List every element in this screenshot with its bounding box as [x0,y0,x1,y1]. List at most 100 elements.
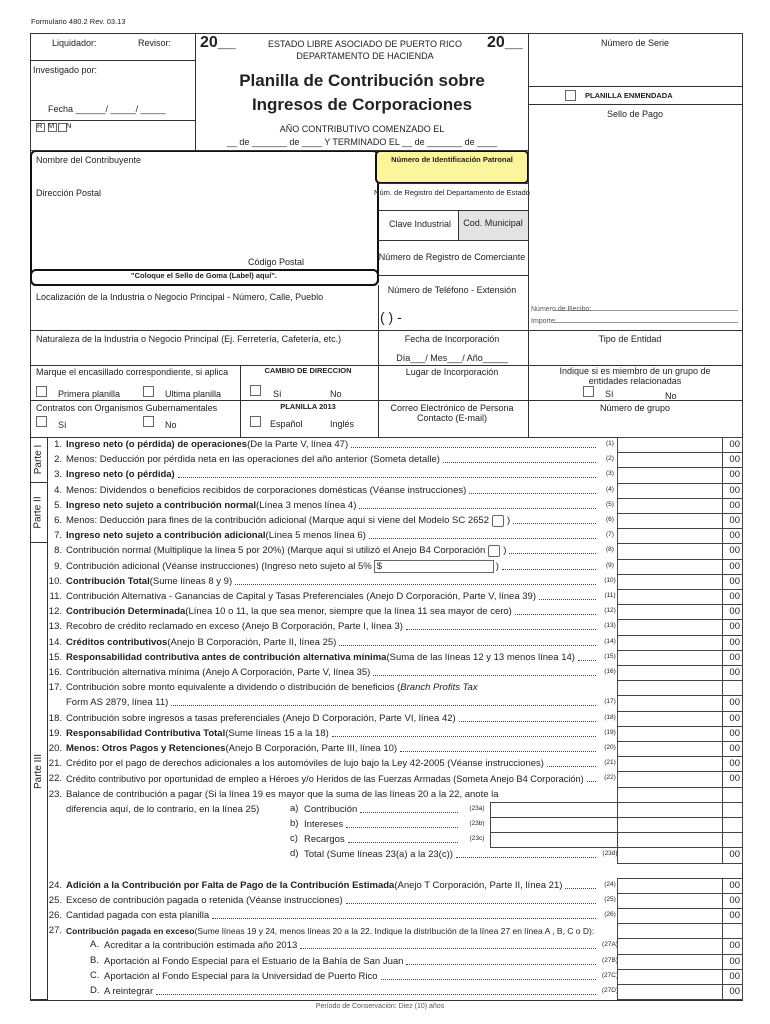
cents-cell: 00 [722,543,743,560]
amount-cell [617,892,723,909]
taxpayer-box [30,150,379,286]
dot-leader [360,811,458,813]
checkbox[interactable] [36,416,47,427]
amount-cell [617,467,723,484]
label-note-text: "Coloque el Sello de Goma (Label) aquí". [131,271,277,280]
part-label: Parte I [33,444,44,475]
line-label: Contribución adicional (Véanse instrucci… [66,559,598,574]
text: (Sume líneas 19 y 24, menos líneas 20 a … [194,925,595,936]
rule-line [30,400,742,401]
dot-leader [373,674,596,677]
checkbox[interactable] [583,386,594,397]
amount-cell [617,877,723,894]
cents-cell: 00 [722,649,743,666]
phone-format-text: ( ) - [380,309,402,325]
sub-label: Aportación al Fondo Especial para la Uni… [104,969,598,984]
dot-leader [469,492,596,494]
line-label: Contribución alternativa mínima (Anejo A… [66,665,598,680]
checkbox[interactable] [143,416,154,427]
cents-cell [722,832,743,849]
cents-cell: 00 [722,437,743,454]
industry-code-text: Clave Industrial [388,219,452,229]
cents-cell: 00 [722,604,743,621]
amount-cell [617,528,723,545]
dot-leader [586,780,596,783]
rule-line [458,210,459,240]
text: Contribución sobre monto equivalente a d… [66,682,401,694]
amount-cell [617,649,723,666]
line-number: 19. [48,727,62,739]
text: diferencia aquí, de lo contrario, en la … [66,803,260,815]
amount-cell [617,847,723,864]
text: (Anejo B Corporación, Parte III, línea 1… [225,743,398,755]
line-ref: (5) [606,500,614,508]
checkbox[interactable] [488,544,501,557]
text: Contribución alternativa mínima (Anejo A… [66,667,371,679]
address-text: Dirección Postal [36,188,102,198]
line-number: 24. [48,879,62,891]
checkbox[interactable] [36,386,47,397]
line-number: 2. [54,454,62,466]
amount-cell [617,817,723,834]
label-strip [30,269,379,286]
line-number: 25. [48,894,62,906]
bold-text: Ingreso neto (o pérdida) de operaciones [66,439,248,451]
checkbox[interactable] [565,90,576,101]
line-label: Menos: Deducción por pérdida neta en las… [66,452,598,467]
bold-text: Contribución pagada en exceso [66,925,195,936]
dot-leader [300,947,596,950]
checkbox [48,123,57,132]
agency-line1-text: ESTADO LIBRE ASOCIADO DE PUERTO RICO [267,39,463,49]
line-ref: (19) [604,728,616,736]
text: Aportación al Fondo Especial para el Est… [104,955,404,967]
line-label: Contribución sobre monto equivalente a d… [66,680,598,695]
amount-cell [617,984,723,1001]
payment-seal-text: Sello de Pago [606,109,664,119]
no3-text: No [165,420,177,430]
cents-cell: 00 [722,482,743,499]
text: Aportación al Fondo Especial para la Uni… [104,970,378,982]
mark-applicable-text: Marque el encasillado correspondiente, s… [36,367,229,377]
incorporation-date-text: Fecha de Incorporación [404,334,500,344]
date-format-text: Día___/ Mes___/ Año_____ [396,353,508,363]
text: Menos: Dividendos o beneficios recibidos… [66,484,467,496]
line-ref: (22) [604,774,616,782]
cents-cell: 00 [722,710,743,727]
dot-leader [346,826,458,829]
text: ) [507,515,511,527]
line-label: Crédito por el pago de derechos adiciona… [66,756,598,771]
checkbox[interactable] [250,385,261,396]
cents-cell [722,923,743,940]
bold-text: Ingreso neto sujeto a contribución norma… [66,499,257,511]
checkbox[interactable] [143,386,154,397]
title-line1-text: Planilla de Contribución sobre [239,71,485,90]
text: A reintegrar [104,986,154,998]
line-label: Contribución Determinada (Línea 10 o 11,… [66,604,598,619]
rule-line [378,275,528,276]
line-number: 4. [54,484,62,496]
incorporation-place-text: Lugar de Incorporación [405,367,499,377]
location-text: Localización de la Industria o Negocio P… [36,292,324,302]
retention-note: Período de Conservación: Diez (10) años [315,1003,445,1010]
line-continuation: Form AS 2879, línea 11) [66,695,598,710]
checkbox[interactable] [250,416,261,427]
amount-cell [617,832,723,849]
text: Cantidad pagada con esta planilla [66,910,210,922]
no1-text: No [330,389,342,399]
cents-cell: 00 [722,725,743,742]
amount-cell [617,968,723,985]
spanish-text: Español [270,419,303,429]
cents-cell: 00 [722,877,743,894]
name-text: Nombre del Contribuyente [36,155,142,165]
line-ref: (23a) [469,804,485,812]
line-number: 10. [48,575,62,587]
dollar-box: $ [373,559,494,573]
line-ref: (6) [606,516,614,523]
checkbox[interactable] [492,514,505,527]
dot-leader [368,537,596,540]
line-label: Ingreso neto sujeto a contribución norma… [66,498,598,513]
italic-text: Branch Profits Tax [400,682,478,694]
line-ref: (16) [604,668,616,675]
cents-cell: 00 [722,558,743,575]
line-label: Menos: Deducción para fines de la contri… [66,513,598,528]
